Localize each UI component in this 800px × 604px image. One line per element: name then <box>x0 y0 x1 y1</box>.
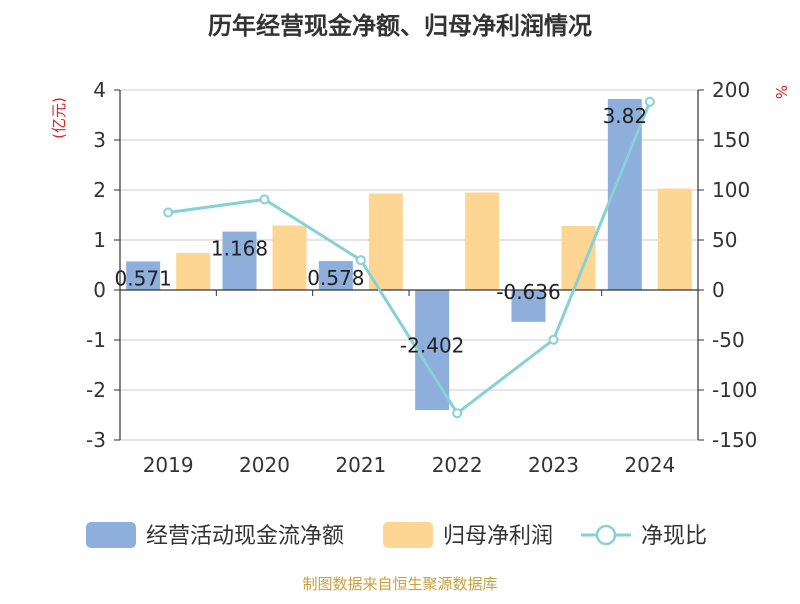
x-tick-label: 2021 <box>335 453 386 477</box>
x-tick-label: 2023 <box>528 453 579 477</box>
legend-label: 净现比 <box>641 524 707 549</box>
bar-operating-cash-flow <box>126 261 161 290</box>
y-right-tick-label: -100 <box>712 378 757 402</box>
bar-net-profit <box>272 225 307 290</box>
legend-swatch <box>86 522 136 548</box>
ratio-point <box>355 255 366 266</box>
y-right-tick-label: -50 <box>712 328 745 352</box>
x-tick-label: 2020 <box>239 453 290 477</box>
bar-net-profit <box>176 253 211 290</box>
y-right-tick-label: 200 <box>712 78 750 102</box>
y-right-axis-label: % <box>772 85 790 99</box>
x-tick-label: 2022 <box>432 453 483 477</box>
ratio-point <box>452 408 463 419</box>
y-right-tick-label: 150 <box>712 128 750 152</box>
legend-marker <box>595 524 617 546</box>
bar-data-label: 0.578 <box>307 266 364 290</box>
bar-net-profit <box>657 188 692 290</box>
bar-data-label: -0.636 <box>496 280 560 304</box>
bar-operating-cash-flow <box>222 231 257 290</box>
y-left-tick-label: -2 <box>86 378 106 402</box>
bar-data-label: 0.571 <box>115 266 172 290</box>
y-left-axis-label: (亿元) <box>50 97 68 139</box>
y-left-tick-label: 3 <box>93 128 106 152</box>
bar-operating-cash-flow <box>511 290 546 322</box>
y-right-tick-label: 50 <box>712 228 737 252</box>
y-left-tick-label: 4 <box>93 78 106 102</box>
y-left-tick-label: 2 <box>93 178 106 202</box>
legend-label: 归母净利润 <box>443 524 553 549</box>
bar-data-label: -2.402 <box>400 334 464 358</box>
y-right-tick-label: -150 <box>712 428 757 452</box>
legend-swatch <box>383 522 433 548</box>
bar-net-profit <box>465 192 500 290</box>
ratio-point <box>259 194 270 205</box>
ratio-line <box>167 101 652 416</box>
bar-data-label: 1.168 <box>211 237 268 261</box>
bar-net-profit <box>368 193 403 290</box>
y-left-tick-label: -3 <box>86 428 106 452</box>
y-left-tick-label: 1 <box>93 228 106 252</box>
legend-label: 经营活动现金流净额 <box>146 524 344 549</box>
x-tick-label: 2024 <box>624 453 675 477</box>
ratio-point <box>548 334 559 345</box>
x-tick-label: 2019 <box>143 453 194 477</box>
y-right-tick-label: 0 <box>712 278 725 302</box>
bar-data-label: 3.82 <box>603 104 648 128</box>
y-right-tick-label: 100 <box>712 178 750 202</box>
chart-title: 历年经营现金净额、归母净利润情况 <box>208 12 592 40</box>
ratio-point <box>644 96 655 107</box>
bar-operating-cash-flow <box>318 261 353 290</box>
y-left-tick-label: 0 <box>93 278 106 302</box>
ratio-point <box>163 207 174 218</box>
y-left-tick-label: -1 <box>86 328 106 352</box>
source-note: 制图数据来自恒生聚源数据库 <box>302 575 497 593</box>
